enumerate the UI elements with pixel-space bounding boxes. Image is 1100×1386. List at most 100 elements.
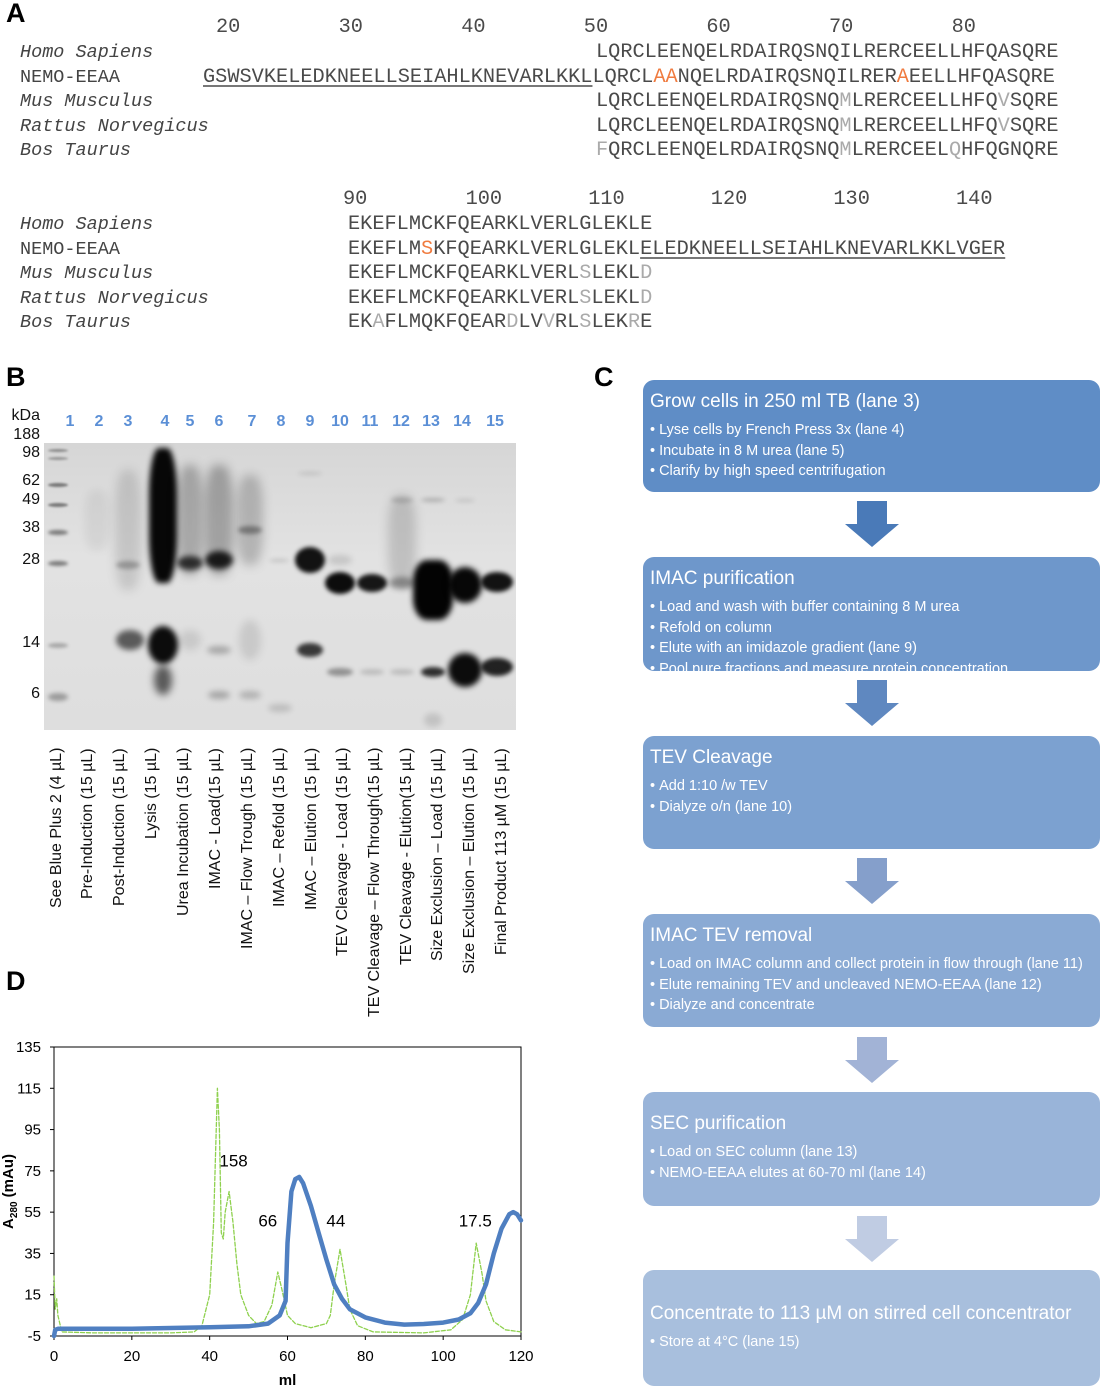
gel-band	[360, 669, 384, 675]
flow-step-box: SEC purification Load on SEC column (lane…	[643, 1092, 1100, 1206]
y-tick-label: 15	[24, 1287, 41, 1304]
residues: EELLHFQASQRE	[908, 65, 1055, 89]
flow-step-bullet: Load on IMAC column and collect protein …	[650, 954, 1093, 975]
y-tick-label: 35	[24, 1245, 41, 1262]
marker-label: 49	[22, 491, 40, 508]
species-label: Mus Musculus	[20, 91, 154, 113]
marker-label: 98	[22, 444, 40, 461]
gel-band	[179, 630, 201, 650]
lane-number: 12	[392, 413, 410, 430]
sds-page-gel-image	[44, 443, 516, 730]
gel-band	[207, 646, 231, 654]
marker-label: 14	[22, 634, 40, 651]
residues: LQRCL	[592, 65, 654, 89]
lane-number: 1	[65, 413, 75, 430]
panel-label-a: A	[6, 0, 26, 28]
gel-band	[48, 456, 68, 460]
residues: LQRCLEENQELRDAIRQSNQILRERCEELLHFQASQRE	[596, 41, 1059, 64]
lane-number: 14	[453, 413, 471, 430]
gel-band	[116, 561, 140, 569]
sequence: EKEFLMCKFQEARKLVERLGLEKLE	[348, 214, 652, 236]
gel-band	[239, 691, 261, 699]
residues: EKEFLMCKFQEARKLVERL	[348, 286, 580, 310]
down-arrow-icon	[845, 1037, 899, 1083]
ruler-number: 140	[956, 188, 993, 211]
lane-label: Final Product 113 µM (15 µL)	[493, 748, 510, 955]
variant-residue: M	[839, 139, 852, 163]
sequence: EKAFLMQKFQEARDLVVRLSLEKRE	[348, 312, 652, 334]
gel-band	[48, 693, 68, 701]
residues: FLMQKFQEAR	[384, 311, 507, 335]
lane-label: Post-Induction (15 µL)	[111, 748, 128, 906]
flow-step-box: TEV Cleavage Add 1:10 /w TEVDialyze o/n (…	[643, 736, 1100, 849]
variant-residue: S	[579, 311, 592, 335]
flow-step-bullet: Incubate in 8 M urea (lane 5)	[650, 441, 1093, 462]
flow-step-bullet: Pool pure fractions and measure protein …	[650, 659, 1093, 680]
flow-step-bullet: Add 1:10 /w TEV	[650, 776, 1093, 797]
x-tick-label: 120	[508, 1348, 533, 1365]
lane-number: 10	[331, 413, 349, 430]
gel-band	[481, 572, 513, 592]
residues: LRERCEELLHFQ	[851, 90, 998, 114]
gel-band	[421, 667, 445, 677]
lane-label: Lysis (15 µL)	[143, 748, 160, 840]
flow-step-title: IMAC purification	[650, 568, 795, 589]
lane-label: Urea Incubation (15 µL)	[175, 748, 192, 917]
sequence: EKEFLMSKFQEARKLVERLGLEKLELEDKNEELLSEIAHL…	[348, 237, 1005, 261]
flow-step-title: Concentrate to 113 µM on stirred cell co…	[650, 1303, 1072, 1324]
sequence: GSWSVKELEDKNEELLSEIAHLKNEVARLKKLLQRCLAAN…	[203, 65, 1055, 89]
y-tick-label: 55	[24, 1204, 41, 1221]
y-axis-label: A280 (mAu)	[0, 1154, 20, 1229]
panel-label-c: C	[594, 362, 614, 392]
flow-step-title: TEV Cleavage	[650, 747, 773, 768]
residues: EKEFLMCKFQEARKLVERL	[348, 262, 580, 286]
gel-band	[268, 704, 292, 712]
residues: LQRCLEENQELRDAIRQSNQ	[596, 114, 840, 138]
peak-annotation: 158	[219, 1152, 247, 1171]
gel-band	[48, 448, 68, 452]
sec-chromatogram-chart: 135 115 95 75 55 35 15 -5 0 20 40 60 80 100 120 ml A280 …	[0, 1039, 534, 1386]
mutation-residue: AA	[653, 65, 678, 89]
gel-band	[149, 447, 177, 583]
panel-label-b: B	[6, 362, 26, 392]
peak-annotation: 66	[258, 1212, 277, 1231]
gel-band	[115, 470, 141, 590]
sequence: EKEFLMCKFQEARKLVERLSLEKLD	[348, 286, 652, 310]
flow-step-box: IMAC TEV removal Load on IMAC column and …	[643, 914, 1100, 1027]
gel-band	[424, 713, 442, 727]
x-tick-label: 40	[201, 1348, 218, 1365]
y-tick-label: 115	[17, 1080, 41, 1097]
ruler-number: 40	[461, 16, 486, 39]
flow-step-bullet: Store at 4°C (lane 15)	[650, 1332, 1093, 1353]
x-tick-label: 0	[50, 1348, 58, 1365]
peak-annotation: 17.5	[459, 1212, 492, 1231]
residues: LRERCEELLHFQ	[851, 114, 998, 138]
lane-number: 13	[422, 413, 440, 430]
gel-band	[448, 567, 482, 603]
variant-residue: V	[997, 90, 1010, 114]
ruler-number: 70	[829, 16, 854, 39]
lane-number: 7	[247, 413, 257, 430]
ruler-number: 120	[710, 188, 748, 211]
ruler-number: 90	[343, 188, 368, 211]
gel-band	[238, 526, 262, 534]
flow-step-bullet: Clarify by high speed centrifugation	[650, 461, 1093, 482]
gel-band	[48, 642, 68, 648]
gel-band	[48, 560, 68, 566]
flow-step-bullet: Refold on column	[650, 618, 1093, 639]
species-label: Homo Sapiens	[20, 214, 154, 235]
lane-label: Size Exclusion – Elution (15 µL)	[461, 748, 478, 975]
mutation-residue: S	[421, 237, 434, 261]
flow-step-bullet: NEMO-EEAA elutes at 60-70 ml (lane 14)	[650, 1163, 1093, 1184]
variant-residue: Q	[948, 139, 962, 163]
peak-annotation: 44	[326, 1212, 345, 1231]
residues: RL	[554, 311, 580, 335]
gel-band	[325, 572, 355, 594]
gel-band	[327, 668, 353, 676]
flow-step-box: Grow cells in 250 ml TB (lane 3) Lyse cel…	[643, 380, 1100, 492]
gel-band	[177, 556, 203, 570]
lane-number: 15	[486, 413, 504, 430]
residues: SQRE	[1009, 90, 1059, 114]
gel-band	[390, 669, 414, 675]
ruler-number: 100	[465, 188, 503, 211]
